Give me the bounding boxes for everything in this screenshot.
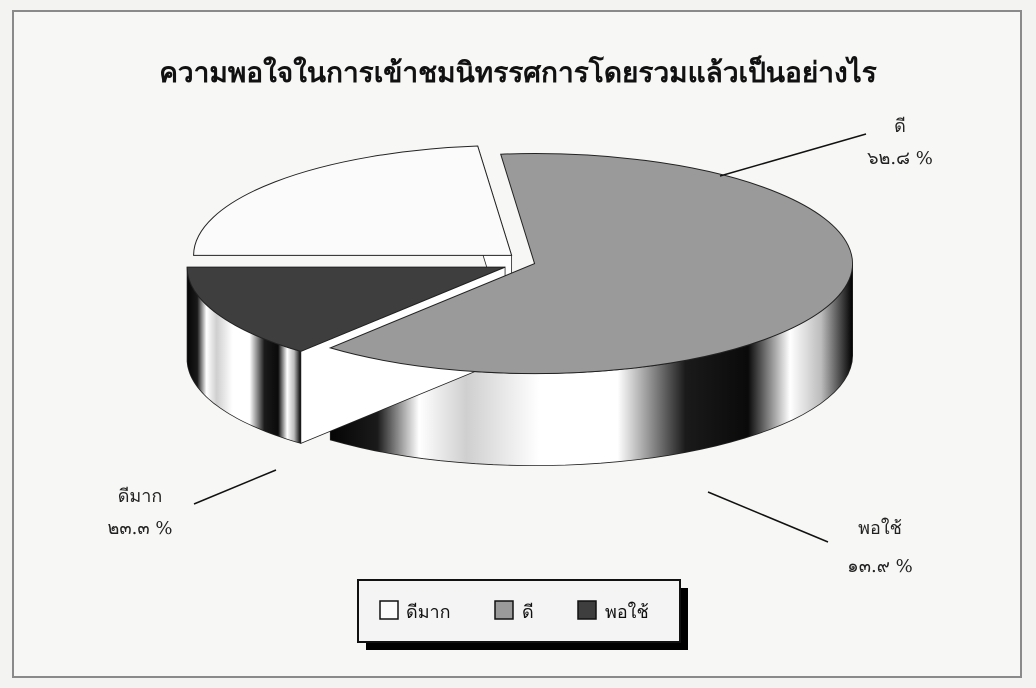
slice-top-0 [193,145,513,256]
leader-line-2 [707,491,829,543]
legend-box [357,579,681,643]
slice-label-name-1: ดี [894,116,906,137]
legend-label-1: ดี [522,602,534,623]
slice-top-1 [328,153,853,375]
slice-label-value-0: ๒๓.๓ % [107,518,172,539]
legend-swatch-1 [494,600,514,620]
legend-swatch-0 [379,600,399,620]
slice-top-2 [186,266,506,352]
chart-title: ความพอใจในการเข้าชมนิทรรศการโดยรวมแล้วเป… [159,55,877,89]
legend-label-2: พอใช้ [605,601,649,623]
legend: ดีมาก ดี พอใช้ [357,579,688,650]
slice-label-value-2: ๑๓.๙ % [847,556,912,577]
slice-label-name-0: ดีมาก [118,486,163,507]
leader-line-0 [193,469,277,505]
legend-swatch-2 [577,600,597,620]
leader-lines [193,133,867,543]
pie-body [186,145,853,467]
slice-label-name-2: พอใช้ [858,517,902,539]
slice-label-value-1: ๖๒.๘ % [867,148,933,169]
legend-label-0: ดีมาก [406,602,451,623]
leader-line-1 [719,133,867,177]
